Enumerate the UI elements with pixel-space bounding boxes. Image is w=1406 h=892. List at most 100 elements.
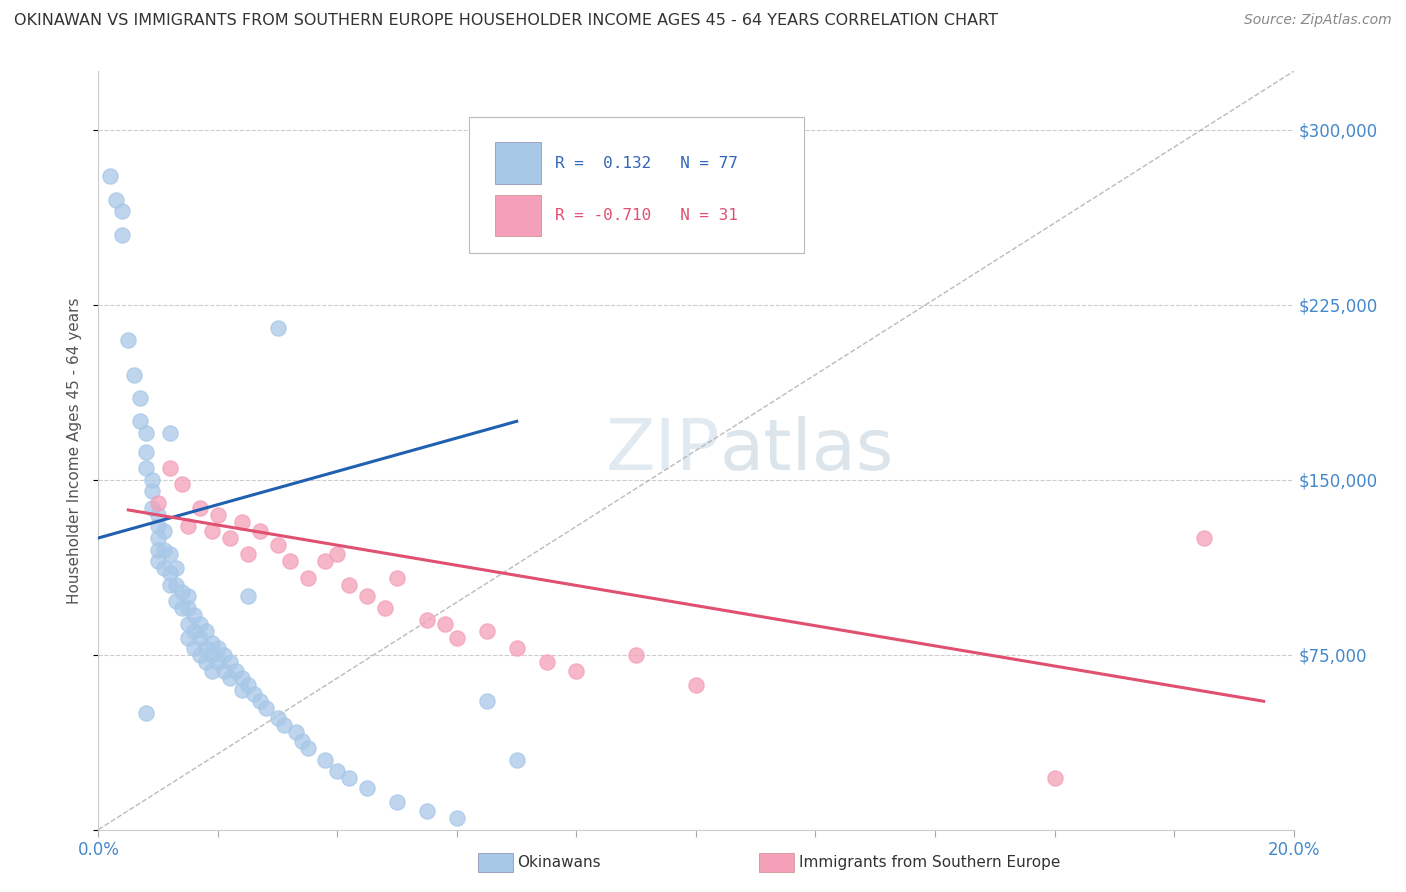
Point (172, 601, 194, 615)
Point (177, 519, 200, 533)
FancyBboxPatch shape (495, 194, 541, 236)
Point (249, 524, 271, 538)
Point (172, 477, 194, 491)
Point (219, 531, 242, 545)
Text: R =  0.132   N = 77: R = 0.132 N = 77 (555, 156, 738, 170)
Text: Immigrants from Southern Europe: Immigrants from Southern Europe (799, 855, 1060, 870)
Point (339, 577, 361, 591)
Text: R = -0.710   N = 31: R = -0.710 N = 31 (555, 208, 738, 223)
Point (225, 664, 247, 678)
Point (135, 444, 157, 458)
Point (188, 632, 211, 646)
Point (177, 632, 200, 646)
Point (267, 321, 290, 335)
Point (416, 804, 439, 818)
Point (177, 589, 200, 603)
Text: ZIP: ZIP (606, 416, 720, 485)
Point (183, 624, 205, 639)
Point (626, 648, 648, 662)
Point (141, 473, 163, 487)
Point (291, 734, 314, 748)
Point (148, 542, 170, 557)
Point (236, 678, 259, 692)
Point (219, 671, 242, 685)
Point (177, 601, 200, 615)
Point (1043, 771, 1066, 785)
Point (159, 566, 181, 580)
Point (111, 227, 134, 242)
Point (141, 484, 163, 499)
Point (326, 764, 349, 779)
Point (243, 687, 266, 701)
FancyBboxPatch shape (470, 117, 804, 253)
Point (177, 617, 200, 632)
Point (135, 425, 157, 440)
Point (385, 795, 409, 809)
Point (129, 391, 152, 405)
Text: Okinawans: Okinawans (517, 855, 600, 870)
Point (159, 461, 181, 475)
Point (124, 368, 146, 382)
Point (231, 515, 253, 529)
Point (278, 554, 301, 568)
Point (685, 678, 707, 692)
Point (207, 640, 229, 655)
Point (212, 648, 235, 662)
Point (141, 500, 163, 515)
FancyBboxPatch shape (495, 143, 541, 184)
Point (416, 613, 439, 627)
Point (374, 601, 396, 615)
Point (315, 554, 337, 568)
Point (148, 519, 170, 533)
Point (315, 753, 337, 767)
Point (188, 648, 211, 662)
Point (207, 655, 229, 669)
Point (183, 607, 205, 622)
Y-axis label: Householder Income Ages 45 - 64 years: Householder Income Ages 45 - 64 years (67, 297, 83, 604)
Point (195, 640, 218, 655)
Point (236, 547, 259, 561)
Point (434, 617, 457, 632)
Point (201, 664, 224, 678)
Point (236, 589, 259, 603)
Point (326, 547, 349, 561)
Point (201, 648, 224, 662)
Point (201, 636, 224, 650)
Point (148, 554, 170, 568)
Point (183, 640, 205, 655)
Point (1192, 531, 1215, 545)
Point (212, 664, 235, 678)
Point (165, 577, 187, 591)
Text: atlas: atlas (720, 416, 894, 485)
Point (117, 333, 139, 347)
Point (148, 508, 170, 522)
Point (148, 531, 170, 545)
Point (207, 508, 229, 522)
Point (172, 584, 194, 599)
Point (339, 771, 361, 785)
Point (159, 547, 181, 561)
Point (219, 655, 242, 669)
Point (536, 655, 558, 669)
Point (153, 561, 176, 575)
Point (284, 724, 307, 739)
Point (356, 589, 378, 603)
Point (249, 694, 271, 708)
Point (135, 706, 157, 720)
Point (201, 524, 224, 538)
Point (153, 542, 176, 557)
Point (153, 524, 176, 538)
Point (165, 594, 187, 608)
Point (385, 571, 409, 585)
Point (188, 617, 211, 632)
Point (506, 753, 529, 767)
Point (105, 193, 128, 207)
Point (267, 538, 290, 552)
Point (148, 496, 170, 510)
Point (254, 701, 277, 715)
Point (159, 577, 181, 591)
Point (273, 717, 295, 731)
Point (475, 694, 498, 708)
Point (195, 624, 218, 639)
Point (195, 655, 218, 669)
